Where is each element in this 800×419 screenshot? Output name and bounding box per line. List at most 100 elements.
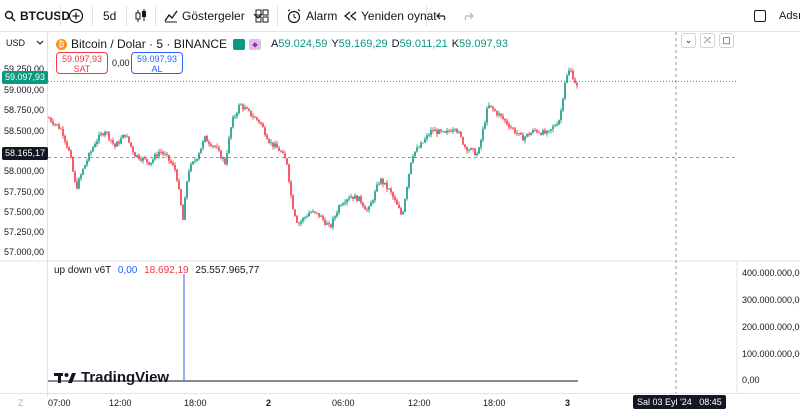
symbol-label: BTCUSD: [20, 9, 70, 23]
compare-symbol-button[interactable]: [68, 0, 84, 32]
alert-button[interactable]: Alarm: [286, 0, 337, 32]
candle-body: [350, 196, 352, 198]
candle-body: [224, 158, 226, 165]
candle-body: [554, 125, 556, 127]
candle-body: [266, 135, 268, 140]
candle-body: [550, 129, 552, 131]
candle-body: [534, 129, 536, 131]
candle-body: [462, 136, 464, 145]
candle-body: [132, 146, 134, 153]
candle-body: [220, 150, 222, 159]
collapse-icon[interactable]: ⤫: [700, 33, 715, 48]
interval-label: 5d: [103, 9, 117, 23]
candle-body: [126, 136, 128, 138]
zoom-icon[interactable]: Z: [18, 398, 24, 408]
price-axis[interactable]: [0, 32, 48, 397]
candle-body: [272, 142, 274, 147]
candle-body: [302, 217, 304, 222]
candle-body: [452, 129, 454, 132]
redo-button[interactable]: [462, 0, 474, 32]
candle-body: [366, 209, 368, 211]
candle-body: [208, 141, 210, 144]
maximize-icon[interactable]: ▢: [719, 33, 734, 48]
time-tick-label: 18:00: [483, 398, 506, 408]
candle-body: [460, 131, 462, 137]
candle-body: [52, 121, 54, 125]
candle-body: [380, 178, 382, 184]
layouts-button[interactable]: [255, 0, 269, 32]
candle-body: [94, 143, 96, 148]
candle-body: [418, 147, 420, 149]
pane-controls: ⌄ ⤫ ▢: [681, 33, 734, 48]
time-tick-label: 06:00: [332, 398, 355, 408]
candle-body: [470, 148, 472, 150]
candle-body: [474, 148, 476, 156]
candle-body: [476, 153, 478, 156]
interval-button[interactable]: 5d: [103, 0, 116, 32]
candle-body: [70, 150, 72, 158]
candle-body: [112, 140, 114, 144]
tradingview-logo[interactable]: TradingView: [54, 369, 169, 386]
candle-body: [488, 105, 490, 109]
dots-icon[interactable]: ⬥: [249, 38, 262, 50]
candle-body: [414, 151, 416, 156]
candle-body: [406, 187, 408, 199]
candle-body: [118, 141, 120, 144]
candle-body: [540, 132, 542, 135]
chart-canvas[interactable]: [0, 32, 800, 419]
candle-body: [422, 142, 424, 144]
indicators-icon: [164, 10, 178, 23]
candle-body: [172, 163, 174, 165]
time-axis[interactable]: [0, 393, 800, 419]
candle-body: [574, 79, 576, 84]
candle-body: [448, 130, 450, 132]
candle-body: [244, 107, 246, 110]
candle-body: [68, 147, 70, 151]
indicators-button[interactable]: Göstergeler: [164, 0, 263, 32]
candle-body: [502, 115, 504, 119]
series-title[interactable]: Bitcoin / Dolar · 5 · BINANCE: [71, 37, 228, 51]
chart-type-button[interactable]: [134, 0, 148, 32]
indicator-value-3: 25.557.965,77: [195, 265, 260, 276]
buy-button[interactable]: 59.097,93 AL: [131, 52, 183, 74]
candle-body: [538, 132, 540, 134]
indicator-tick-label: 0,00: [742, 375, 760, 385]
candle-body: [346, 199, 348, 203]
candle-body: [374, 191, 376, 201]
candle-body: [238, 104, 240, 113]
market-status-icon[interactable]: [233, 38, 246, 50]
candle-body: [370, 202, 372, 207]
candle-body: [278, 147, 280, 151]
candle-body: [108, 132, 110, 140]
candle-body: [206, 136, 208, 142]
indicator-tick-label: 400.000.000,00: [742, 268, 800, 278]
undo-button[interactable]: [436, 0, 448, 32]
candle-body: [258, 119, 260, 123]
candle-body: [408, 173, 410, 188]
candle-body: [524, 136, 526, 141]
candle-body: [556, 124, 558, 126]
candle-body: [262, 123, 264, 128]
candle-body: [558, 120, 560, 125]
chevron-down-icon[interactable]: ⌄: [681, 33, 696, 48]
candle-body: [494, 109, 496, 112]
candle-body: [234, 116, 236, 118]
symbol-search-button[interactable]: BTCUSD: [4, 0, 70, 32]
layout-menu-button[interactable]: Adsız: [754, 0, 800, 32]
candle-body: [396, 200, 398, 205]
candle-body: [256, 117, 258, 120]
price-tick-label: 58.750,00: [4, 105, 45, 115]
candle-body: [62, 128, 64, 136]
sell-button[interactable]: 59.097,93 SAT: [56, 52, 108, 74]
currency-label[interactable]: USD: [6, 38, 44, 48]
candle-body: [342, 203, 344, 206]
candle-body: [404, 198, 406, 212]
candle-body: [306, 216, 308, 218]
candle-body: [354, 195, 356, 199]
plus-circle-icon: [68, 8, 84, 24]
indicator-name[interactable]: up down v6T: [54, 265, 112, 276]
series-legend: ₿ Bitcoin / Dolar · 5 · BINANCE ⬥ A59.02…: [56, 37, 508, 51]
candle-body: [458, 131, 460, 133]
candle-body: [90, 151, 92, 154]
replay-button[interactable]: Yeniden oynat: [343, 0, 437, 32]
